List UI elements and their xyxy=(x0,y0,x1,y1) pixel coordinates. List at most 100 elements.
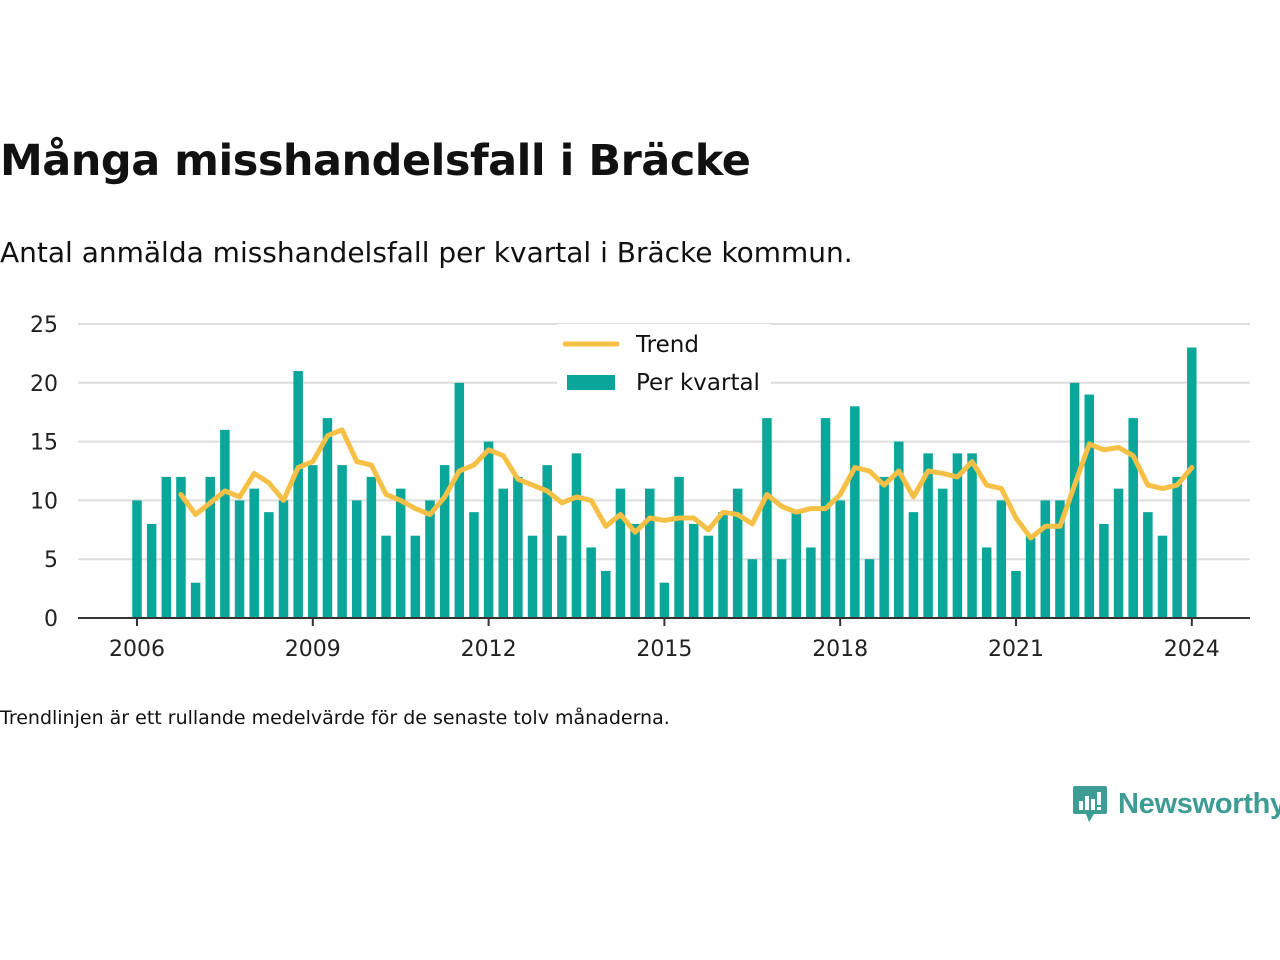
y-tick-label: 25 xyxy=(30,313,58,338)
y-tick-label: 0 xyxy=(44,607,58,632)
bar xyxy=(923,453,933,618)
bar xyxy=(1055,500,1065,618)
bar xyxy=(542,465,552,618)
x-tick-label: 2021 xyxy=(988,637,1044,662)
footnote: Trendlinjen är ett rullande medelvärde f… xyxy=(0,707,670,729)
bar xyxy=(791,512,801,618)
bar xyxy=(703,535,714,618)
y-tick-label: 10 xyxy=(30,489,58,514)
bar xyxy=(806,547,816,618)
bar xyxy=(146,523,157,618)
bar xyxy=(161,476,172,618)
brand-name: Newsworthy xyxy=(1118,787,1280,820)
bar xyxy=(879,476,889,618)
chart-subtitle: Antal anmälda misshandelsfall per kvarta… xyxy=(0,236,853,269)
legend-bar-swatch xyxy=(567,375,615,390)
bar xyxy=(454,382,465,618)
bar xyxy=(864,559,875,618)
bar xyxy=(981,547,992,618)
bar xyxy=(718,512,728,618)
bar xyxy=(483,441,494,618)
y-tick-label: 20 xyxy=(30,372,58,397)
x-tick-label: 2009 xyxy=(285,637,341,662)
bar xyxy=(190,582,201,618)
x-tick-label: 2018 xyxy=(812,637,868,662)
bar xyxy=(601,570,611,618)
bar xyxy=(337,465,347,618)
bar xyxy=(439,465,450,618)
bar xyxy=(645,488,655,618)
bar xyxy=(557,535,567,618)
bar xyxy=(366,476,377,618)
bar xyxy=(1069,382,1080,618)
bar xyxy=(776,559,787,618)
bar xyxy=(688,523,699,618)
bar xyxy=(410,535,421,618)
bar xyxy=(938,488,948,618)
bar xyxy=(952,453,963,618)
bar-series xyxy=(132,347,1197,618)
bar xyxy=(395,488,406,618)
chart-title: Många misshandelsfall i Bräcke xyxy=(0,136,751,186)
bar xyxy=(967,453,977,618)
x-tick-label: 2015 xyxy=(636,637,692,662)
bar xyxy=(381,535,391,618)
bar xyxy=(1143,512,1153,618)
bar xyxy=(513,476,523,618)
legend-bar-label: Per kvartal xyxy=(636,370,760,396)
bar xyxy=(1128,418,1138,618)
trend-line xyxy=(178,427,1195,541)
bar xyxy=(1011,570,1021,618)
bar xyxy=(674,476,684,618)
trend-series xyxy=(178,427,1195,541)
bar xyxy=(850,406,860,618)
y-tick-label: 15 xyxy=(30,431,58,456)
bar xyxy=(630,523,640,618)
bar xyxy=(469,512,479,618)
bar xyxy=(352,500,362,618)
bar xyxy=(894,441,904,618)
bar xyxy=(527,535,538,618)
legend-trend-label: Trend xyxy=(635,332,699,358)
bar xyxy=(1025,535,1036,618)
bar xyxy=(264,512,274,618)
bar xyxy=(747,559,758,618)
newsworthy-logo-icon xyxy=(1073,786,1107,822)
bar xyxy=(1187,347,1197,618)
bar xyxy=(234,500,245,618)
bar xyxy=(220,429,230,618)
bar xyxy=(1172,476,1182,618)
chart: 0 5 10 15 20 25 2006 2009 2012 2015 2018 2021 2024 T… xyxy=(30,313,1250,662)
bar xyxy=(498,488,508,618)
axes: 0 5 10 15 20 25 2006 2009 2012 2015 2018 2021 2024 xyxy=(30,313,1250,662)
brand-logo: Newsworthy xyxy=(1072,784,1280,824)
bar xyxy=(835,500,845,618)
x-tick-label: 2024 xyxy=(1164,637,1220,662)
bar xyxy=(1040,500,1051,618)
bar xyxy=(996,500,1007,618)
bar xyxy=(322,418,333,618)
bar xyxy=(132,500,142,618)
bar xyxy=(278,500,289,618)
bar xyxy=(1099,523,1109,618)
bar xyxy=(571,453,582,618)
bar xyxy=(732,488,743,618)
bar xyxy=(176,476,186,618)
bar xyxy=(908,512,919,618)
x-tick-label: 2012 xyxy=(461,637,517,662)
bar xyxy=(1084,394,1094,618)
bar xyxy=(425,500,435,618)
bar xyxy=(205,476,215,618)
bar xyxy=(1113,488,1124,618)
y-tick-label: 5 xyxy=(44,548,58,573)
bar xyxy=(1157,535,1168,618)
legend: Trend Per kvartal xyxy=(557,324,771,400)
bar xyxy=(659,582,670,618)
bar xyxy=(820,418,831,618)
bar xyxy=(586,547,596,618)
bar xyxy=(762,418,772,618)
bar xyxy=(293,371,303,618)
bar xyxy=(308,465,318,618)
bar xyxy=(615,488,626,618)
x-tick-label: 2006 xyxy=(109,637,165,662)
